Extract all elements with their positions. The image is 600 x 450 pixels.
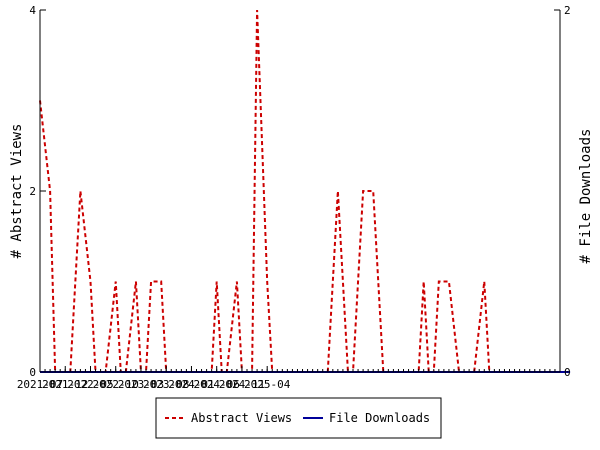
y-left-tick-label: 2 bbox=[29, 185, 36, 198]
y-right-tick-label: 2 bbox=[564, 4, 571, 17]
x-tick-label: 2024-06 bbox=[194, 378, 240, 391]
left-axis-title: # Abstract Views bbox=[9, 124, 25, 259]
x-tick-label: 2023-03 bbox=[118, 378, 164, 391]
legend-box bbox=[155, 397, 442, 439]
legend: Abstract Views File Downloads bbox=[155, 397, 442, 439]
x-tick-label: 2021-12 bbox=[42, 378, 88, 391]
x-tick-label: 2024-01 bbox=[168, 378, 214, 391]
y-left-tick-label: 4 bbox=[29, 4, 36, 17]
axis-ticks: 2021-072021-122022-052022-102023-032023-… bbox=[17, 4, 571, 391]
right-axis-title: # File Downloads bbox=[578, 129, 594, 264]
x-tick-label: 2022-05 bbox=[67, 378, 113, 391]
legend-label-abstract-views: Abstract Views bbox=[191, 411, 292, 425]
series-line-abstract-views bbox=[39, 9, 560, 373]
x-tick-label: 2025-04 bbox=[244, 378, 291, 391]
y-left-tick-label: 0 bbox=[29, 366, 36, 379]
x-tick-label: 2022-10 bbox=[93, 378, 139, 391]
legend-label-file-downloads: File Downloads bbox=[329, 411, 430, 425]
x-tick-label: 2021-07 bbox=[17, 378, 63, 391]
x-tick-label: 2024-11 bbox=[219, 378, 265, 391]
y-right-tick-label: 0 bbox=[564, 366, 571, 379]
x-tick-label: 2023-08 bbox=[143, 378, 189, 391]
